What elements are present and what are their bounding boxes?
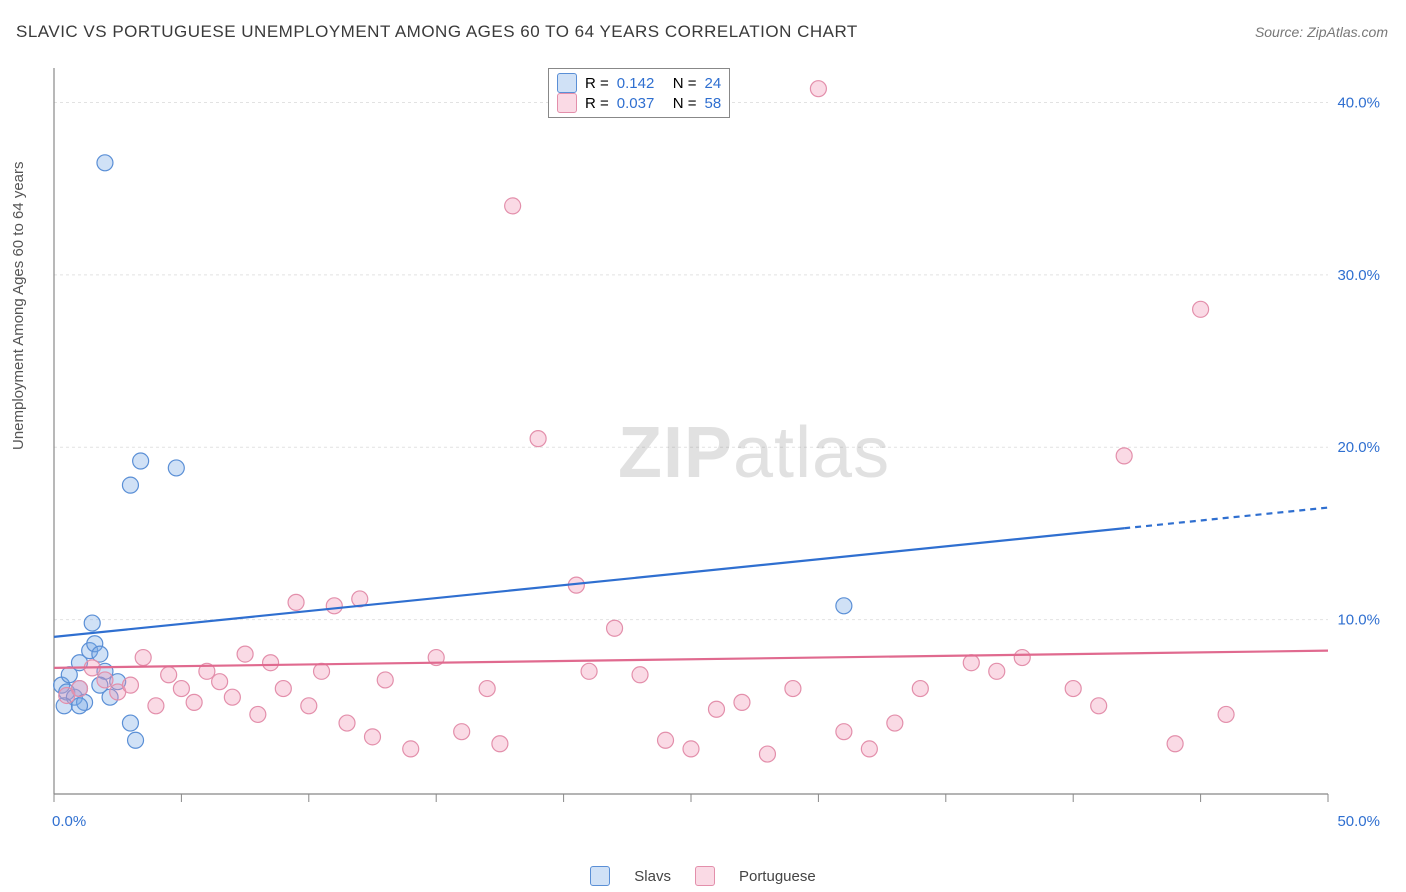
stats-N-label: N = (673, 75, 697, 92)
stats-N-label2: N = (673, 95, 697, 112)
stats-row-portuguese: R = 0.037 N = 58 (557, 93, 721, 113)
stats-box: R = 0.142 N = 24 R = 0.037 N = 58 (548, 68, 730, 118)
stats-N-slavs: 24 (705, 75, 722, 92)
legend: Slavs Portuguese (0, 866, 1406, 886)
svg-text:30.0%: 30.0% (1337, 267, 1380, 284)
scatter-svg: 10.0% 20.0% 30.0% 40.0% 0.0% 50.0% (48, 62, 1388, 832)
svg-text:20.0%: 20.0% (1337, 439, 1380, 456)
svg-text:40.0%: 40.0% (1337, 94, 1380, 111)
stats-R-portuguese: 0.037 (617, 95, 665, 112)
stats-R-label2: R = (585, 95, 609, 112)
chart-title: SLAVIC VS PORTUGUESE UNEMPLOYMENT AMONG … (16, 22, 858, 42)
legend-swatch-portuguese (695, 866, 715, 886)
stats-row-slavs: R = 0.142 N = 24 (557, 73, 721, 93)
swatch-slavs (557, 73, 577, 93)
stats-N-portuguese: 58 (705, 95, 722, 112)
y-axis-label: Unemployment Among Ages 60 to 64 years (10, 161, 27, 450)
svg-text:0.0%: 0.0% (52, 813, 86, 830)
chart-area: 10.0%20.0%30.0%40.0%0.0%50.0% ZIPatlas R… (48, 62, 1388, 832)
svg-text:50.0%: 50.0% (1337, 813, 1380, 830)
stats-R-label: R = (585, 75, 609, 92)
stats-R-slavs: 0.142 (617, 75, 665, 92)
legend-label-slavs: Slavs (634, 868, 671, 885)
legend-label-portuguese: Portuguese (739, 868, 816, 885)
swatch-portuguese (557, 93, 577, 113)
legend-swatch-slavs (590, 866, 610, 886)
svg-text:10.0%: 10.0% (1337, 612, 1380, 629)
source-attribution: Source: ZipAtlas.com (1255, 24, 1388, 40)
